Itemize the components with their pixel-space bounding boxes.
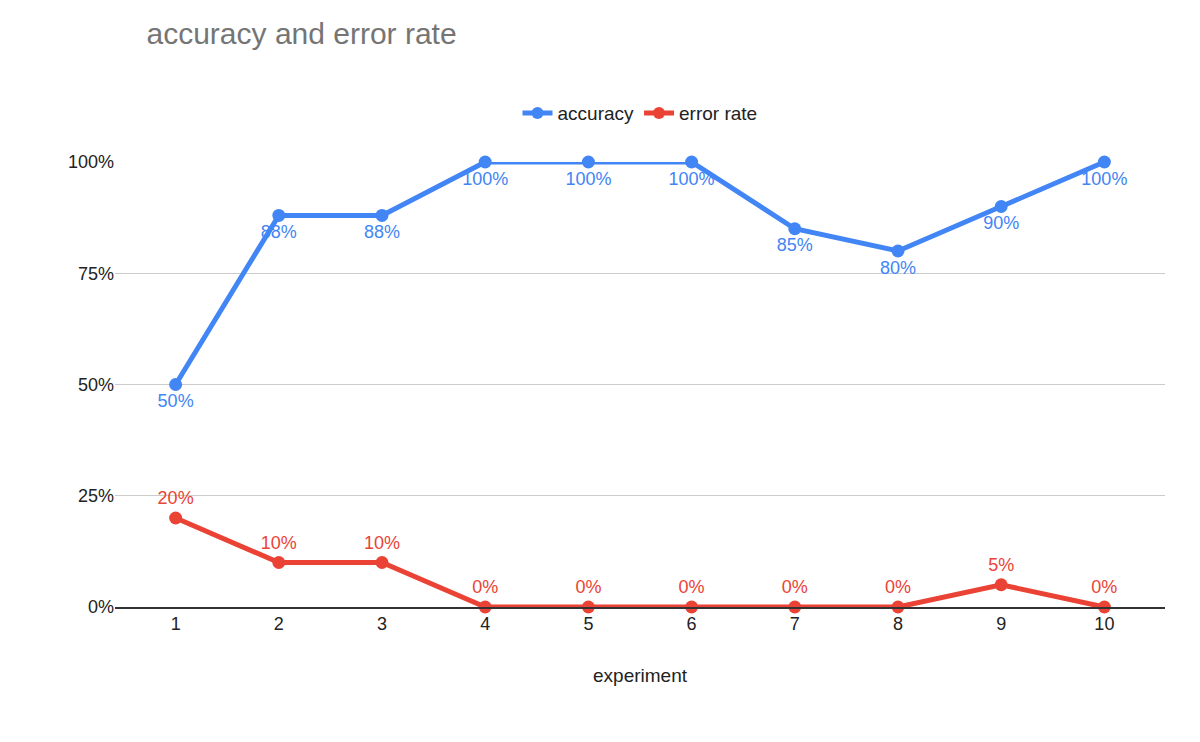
svg-text:7: 7 xyxy=(790,614,800,634)
svg-text:0%: 0% xyxy=(679,577,705,597)
svg-text:8: 8 xyxy=(893,614,903,634)
svg-text:accuracy: accuracy xyxy=(558,103,635,124)
svg-text:1: 1 xyxy=(171,614,181,634)
svg-text:75%: 75% xyxy=(78,264,114,284)
svg-text:0%: 0% xyxy=(575,577,601,597)
svg-text:3: 3 xyxy=(377,614,387,634)
svg-text:100%: 100% xyxy=(68,152,114,172)
svg-text:0%: 0% xyxy=(782,577,808,597)
svg-text:5%: 5% xyxy=(988,555,1014,575)
svg-text:0%: 0% xyxy=(1091,577,1117,597)
svg-text:100%: 100% xyxy=(669,169,715,189)
svg-text:100%: 100% xyxy=(1081,169,1127,189)
svg-text:10%: 10% xyxy=(364,533,400,553)
svg-text:experiment: experiment xyxy=(593,665,688,686)
svg-text:88%: 88% xyxy=(364,222,400,242)
svg-text:10: 10 xyxy=(1094,614,1114,634)
svg-text:100%: 100% xyxy=(565,169,611,189)
svg-text:85%: 85% xyxy=(777,235,813,255)
svg-text:10%: 10% xyxy=(261,533,297,553)
svg-text:0%: 0% xyxy=(885,577,911,597)
svg-text:2: 2 xyxy=(274,614,284,634)
svg-text:9: 9 xyxy=(996,614,1006,634)
svg-text:accuracy and error rate: accuracy and error rate xyxy=(147,17,457,50)
svg-text:20%: 20% xyxy=(158,488,194,508)
svg-text:50%: 50% xyxy=(78,375,114,395)
svg-text:error rate: error rate xyxy=(679,103,757,124)
svg-text:6: 6 xyxy=(687,614,697,634)
svg-text:50%: 50% xyxy=(158,391,194,411)
svg-text:88%: 88% xyxy=(261,222,297,242)
svg-text:0%: 0% xyxy=(88,597,114,617)
svg-text:5: 5 xyxy=(583,614,593,634)
svg-text:90%: 90% xyxy=(983,213,1019,233)
svg-text:80%: 80% xyxy=(880,258,916,278)
svg-text:100%: 100% xyxy=(462,169,508,189)
svg-text:25%: 25% xyxy=(78,486,114,506)
svg-text:4: 4 xyxy=(480,614,490,634)
svg-text:0%: 0% xyxy=(472,577,498,597)
